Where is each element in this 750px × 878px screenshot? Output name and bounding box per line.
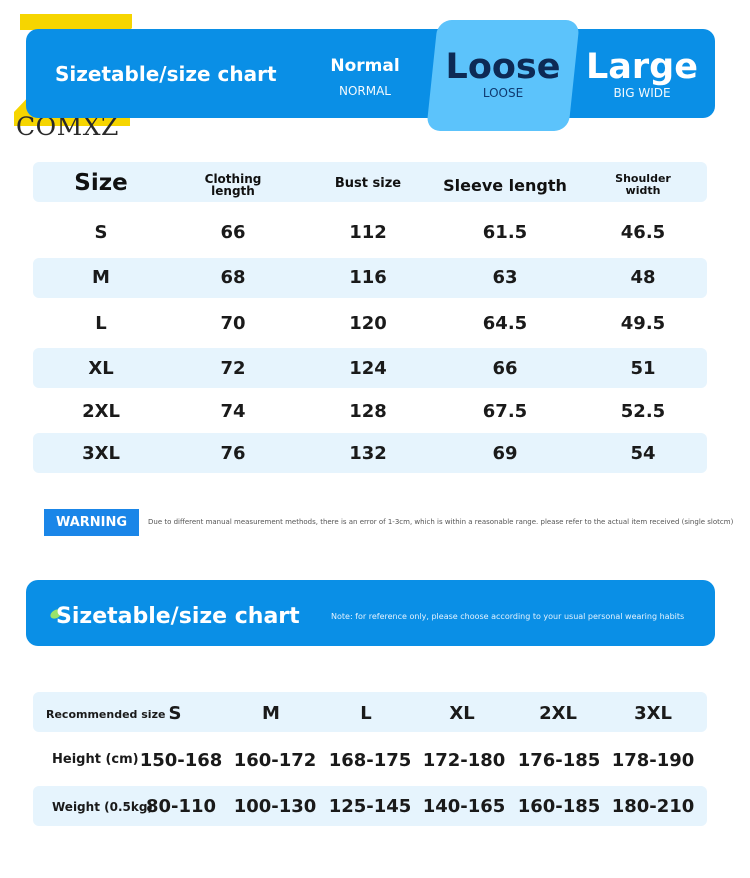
sleeve-cell: 61.5 xyxy=(482,222,528,243)
recommend-height-cell: 176-185 xyxy=(517,750,601,771)
length-cell: 68 xyxy=(220,267,246,288)
section2-note: Note: for reference only, please choose … xyxy=(331,612,685,621)
recommend-row-bg xyxy=(33,786,707,826)
header-clothing-length-line1: Clothing xyxy=(204,172,262,186)
recommend-weight-label: Weight (0.5kg) xyxy=(52,800,153,814)
shoulder-cell: 51 xyxy=(630,358,656,379)
recommend-height-cell: 160-172 xyxy=(233,750,317,771)
bust-cell: 112 xyxy=(349,222,387,243)
warning-badge: WARNING xyxy=(44,509,139,536)
size-table-header-bg xyxy=(33,162,707,202)
shoulder-cell: 49.5 xyxy=(620,313,666,334)
length-cell: 74 xyxy=(220,401,246,422)
size-cell: L xyxy=(95,313,107,334)
fit-loose-label: Loose xyxy=(445,47,561,87)
recommend-weight-cell: 100-130 xyxy=(233,796,317,817)
size-cell: 3XL xyxy=(82,443,120,464)
sleeve-cell: 63 xyxy=(492,267,518,288)
recommend-height-cell: 150-168 xyxy=(139,750,223,771)
shoulder-cell: 46.5 xyxy=(620,222,666,243)
length-cell: 66 xyxy=(220,222,246,243)
recommend-row-bg xyxy=(33,692,707,732)
shoulder-cell: 52.5 xyxy=(620,401,666,422)
header-shoulder: Shoulder width xyxy=(590,173,696,197)
section2-title: Sizetable/size chart xyxy=(56,604,300,629)
header-shoulder-line1: Shoulder xyxy=(615,172,671,185)
size-row-bg xyxy=(33,433,707,473)
sleeve-cell: 69 xyxy=(492,443,518,464)
leaf-icon xyxy=(50,609,62,619)
sleeve-cell: 67.5 xyxy=(482,401,528,422)
length-cell: 76 xyxy=(220,443,246,464)
section2-banner xyxy=(26,580,715,646)
size-row-bg xyxy=(33,258,707,298)
fit-option-loose: Loose LOOSE xyxy=(432,48,574,100)
recommend-height-cell: 178-190 xyxy=(611,750,695,771)
bust-cell: 132 xyxy=(349,443,387,464)
fit-normal-sub: NORMAL xyxy=(338,84,391,98)
size-cell: S xyxy=(94,222,108,243)
shoulder-cell: 48 xyxy=(630,267,656,288)
recommend-weight-cell: 140-165 xyxy=(422,796,506,817)
recommend-weight-cell: 180-210 xyxy=(611,796,695,817)
length-cell: 70 xyxy=(220,313,246,334)
recommend-size-cell: 3XL xyxy=(634,703,672,724)
size-cell: XL xyxy=(88,358,114,379)
recommend-size-cell: M xyxy=(262,703,280,724)
recommend-size-cell: XL xyxy=(449,703,475,724)
shoulder-cell: 54 xyxy=(630,443,656,464)
recommend-size-cell: L xyxy=(360,703,372,724)
fit-option-normal: Normal NORMAL xyxy=(300,56,430,98)
size-cell: 2XL xyxy=(82,401,120,422)
recommend-weight-cell: 160-185 xyxy=(517,796,601,817)
size-cell: M xyxy=(92,267,110,288)
header-banner xyxy=(26,29,715,118)
recommend-size-label: Recommended size xyxy=(46,708,166,721)
header-title: Sizetable/size chart xyxy=(55,62,277,86)
header-bust: Bust size xyxy=(334,176,402,191)
bust-cell: 116 xyxy=(349,267,387,288)
bust-cell: 120 xyxy=(349,313,387,334)
header-clothing-length: Clothing length xyxy=(183,173,283,197)
bust-cell: 124 xyxy=(349,358,387,379)
size-row-bg xyxy=(33,348,707,388)
header-shoulder-line2: width xyxy=(625,184,661,197)
header-sleeve: Sleeve length xyxy=(443,176,567,195)
fit-large-sub: BIG WIDE xyxy=(613,86,671,100)
recommend-height-cell: 168-175 xyxy=(328,750,412,771)
recommend-height-label: Height (cm) xyxy=(52,752,139,767)
bust-cell: 128 xyxy=(349,401,387,422)
recommend-height-cell: 172-180 xyxy=(422,750,506,771)
length-cell: 72 xyxy=(220,358,246,379)
header-clothing-length-line2: length xyxy=(211,184,255,198)
recommend-size-cell: S xyxy=(168,703,182,724)
sleeve-cell: 64.5 xyxy=(482,313,528,334)
header-size: Size xyxy=(74,170,128,196)
recommend-weight-cell: 80-110 xyxy=(145,796,217,817)
fit-loose-sub: LOOSE xyxy=(482,86,524,100)
warning-text: Due to different manual measurement meth… xyxy=(148,518,734,526)
recommend-weight-cell: 125-145 xyxy=(328,796,412,817)
fit-option-large: Large BIG WIDE xyxy=(576,48,708,100)
fit-normal-label: Normal xyxy=(330,56,400,76)
fit-large-label: Large xyxy=(586,47,698,87)
recommend-size-cell: 2XL xyxy=(539,703,577,724)
sleeve-cell: 66 xyxy=(492,358,518,379)
